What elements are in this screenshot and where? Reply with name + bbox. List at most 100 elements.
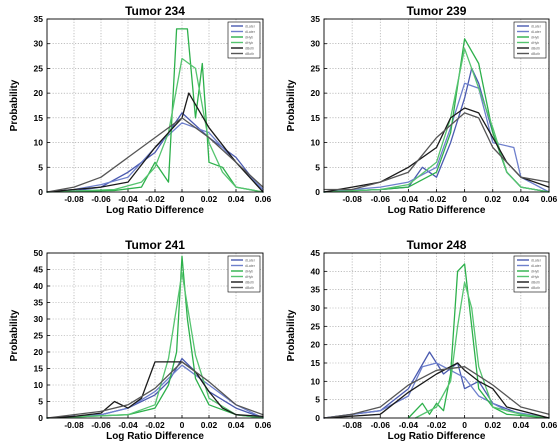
data-series-line (414, 281, 550, 419)
y-tick-label: 35 (311, 14, 321, 24)
data-series-line (46, 117, 264, 193)
x-tick-label: -0.06 (91, 420, 111, 430)
data-series-line (46, 255, 264, 419)
y-tick-label: 0 (315, 413, 320, 423)
y-tick-label: 5 (315, 395, 320, 405)
axes-frame (46, 252, 264, 419)
x-tick-label: -0.06 (371, 194, 391, 204)
x-tick-label: -0.02 (427, 420, 447, 430)
x-tick-label: 0.02 (484, 420, 501, 430)
y-tick-label: 15 (34, 364, 44, 374)
data-series-line (46, 92, 264, 193)
x-tick-label: -0.02 (145, 194, 165, 204)
x-tick-label: 0.04 (228, 194, 245, 204)
x-tick-label: -0.02 (145, 420, 165, 430)
x-tick-label: 0.06 (541, 194, 558, 204)
x-tick-label: -0.02 (427, 194, 447, 204)
chart-panel: -0.08 -0.06 -0.04 -0.02 0 0.02 0.04 0.06 0 5 10 15 2… (286, 4, 558, 216)
x-tick-label: 0.02 (201, 420, 218, 430)
legend-entry-label: dHyb (531, 269, 539, 273)
x-tick-label: 0 (462, 420, 467, 430)
x-tick-label: 0 (462, 194, 467, 204)
y-tick-label: 15 (311, 358, 321, 368)
x-axis-label: Log Ratio Difference (388, 205, 486, 216)
legend-entry-label: dHyb (531, 275, 539, 279)
y-tick-label: 0 (315, 187, 320, 197)
y-tick-label: 10 (34, 380, 44, 390)
legend-entry-label: dBoth (245, 286, 254, 290)
x-tick-label: 0.04 (513, 194, 530, 204)
axes-frame (323, 252, 550, 419)
x-axis-label: Log Ratio Difference (388, 431, 486, 442)
x-tick-label: 0 (180, 194, 185, 204)
legend-entry-label: dBoth (531, 52, 540, 56)
x-tick-label: 0.06 (541, 420, 558, 430)
chart-panel: -0.08 -0.06 -0.04 -0.02 0 0.02 0.04 0.06 0 5 10 15 2… (9, 238, 272, 442)
y-tick-label: 30 (311, 303, 321, 313)
legend-box (513, 21, 547, 59)
y-tick-label: 10 (34, 138, 44, 148)
y-tick-label: 35 (34, 298, 44, 308)
x-axis-label: Log Ratio Difference (106, 431, 204, 442)
y-tick-label: 35 (311, 285, 321, 295)
x-tick-label: 0 (180, 420, 185, 430)
y-tick-label: 0 (38, 413, 43, 423)
chart-title: Tumor 234 (125, 4, 185, 18)
legend-entry-label: dBoth (531, 46, 540, 50)
legend-entry-label: dLater (245, 258, 256, 262)
chart-title: Tumor 248 (407, 238, 467, 252)
y-tick-label: 20 (34, 88, 44, 98)
chart-title: Tumor 239 (407, 4, 467, 18)
x-tick-label: -0.06 (371, 420, 391, 430)
x-tick-label: -0.04 (118, 194, 138, 204)
legend-entry-label: dHyb (245, 35, 253, 39)
y-axis-label: Probability (286, 309, 297, 361)
legend-box (227, 21, 261, 59)
legend-entry-label: dLater (531, 258, 542, 262)
legend-box (513, 255, 547, 293)
legend-entry-label: dHyb (531, 41, 539, 45)
y-tick-label: 5 (38, 397, 43, 407)
legend-entry-label: dLater (531, 30, 542, 34)
x-tick-label: 0.06 (255, 420, 272, 430)
x-tick-label: -0.04 (399, 194, 419, 204)
data-series-line (323, 112, 550, 191)
legend-entry-label: dLater (245, 24, 256, 28)
y-tick-label: 40 (34, 281, 44, 291)
y-tick-label: 45 (311, 248, 321, 258)
legend-entry-label: dLater (245, 264, 256, 268)
y-tick-label: 25 (311, 321, 321, 331)
legend-entry-label: dBoth (245, 46, 254, 50)
y-tick-label: 25 (34, 63, 44, 73)
legend-entry-label: dHyb (245, 269, 253, 273)
legend-entry-label: dHyb (245, 275, 253, 279)
y-tick-label: 5 (38, 162, 43, 172)
x-tick-label: -0.06 (91, 194, 111, 204)
data-series-line (46, 272, 264, 419)
y-tick-label: 20 (311, 340, 321, 350)
axes-frame (323, 18, 550, 193)
x-tick-label: -0.08 (64, 194, 84, 204)
data-series-line (46, 28, 264, 193)
legend-entry-label: dBoth (245, 280, 254, 284)
x-tick-label: 0.02 (484, 194, 501, 204)
legend-entry-label: dBoth (531, 286, 540, 290)
y-tick-label: 45 (34, 265, 44, 275)
y-tick-label: 5 (315, 162, 320, 172)
data-series-line (323, 366, 550, 419)
y-tick-label: 50 (34, 248, 44, 258)
y-tick-label: 20 (311, 88, 321, 98)
x-tick-label: 0.06 (255, 194, 272, 204)
data-series-line (46, 361, 264, 419)
legend-entry-label: dLater (531, 24, 542, 28)
y-tick-label: 10 (311, 376, 321, 386)
y-tick-label: 30 (34, 39, 44, 49)
x-tick-label: 0.04 (228, 420, 245, 430)
chart-panel: -0.08 -0.06 -0.04 -0.02 0 0.02 0.04 0.06 0 5 10 15 2… (9, 4, 272, 216)
y-axis-label: Probability (286, 79, 297, 131)
y-axis-label: Probability (9, 79, 20, 131)
